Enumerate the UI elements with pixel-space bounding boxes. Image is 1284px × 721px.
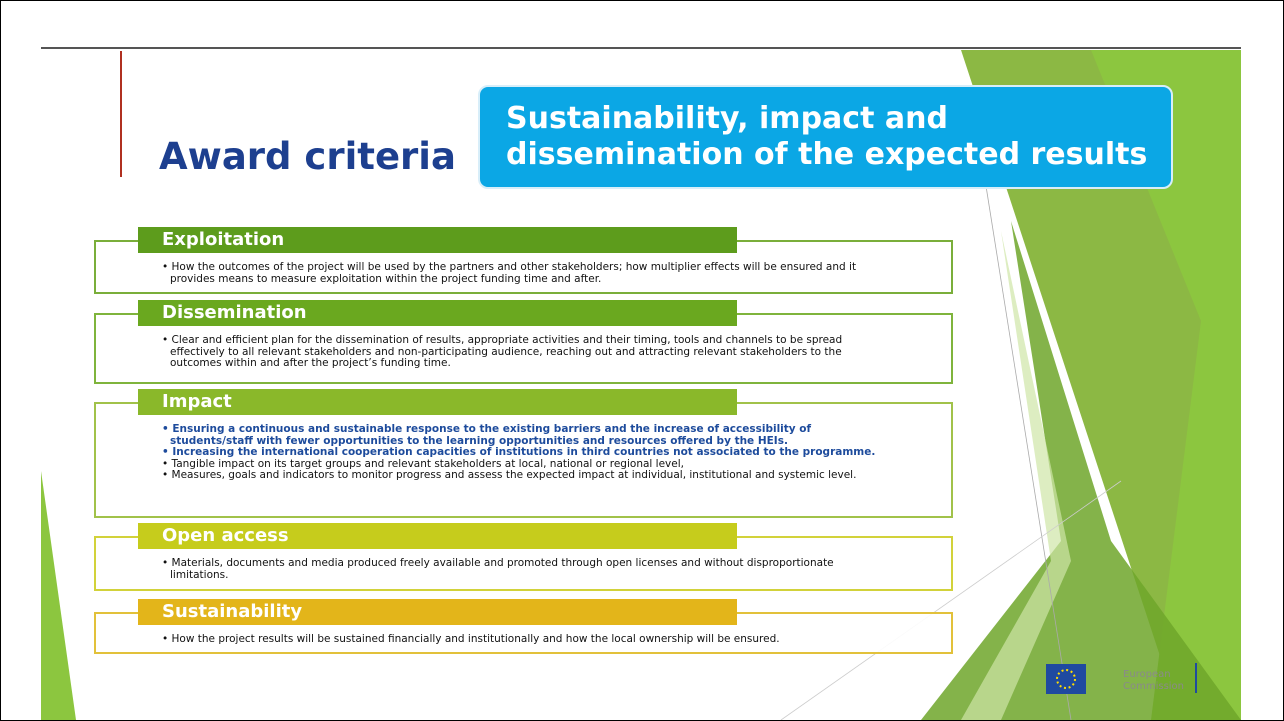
section-heading: Open access (138, 523, 737, 549)
bullet: Ensuring a continuous and sustainable re… (162, 423, 891, 447)
section-heading: Sustainability (138, 599, 737, 625)
thin-line (985, 185, 1072, 720)
logo-line: European (1123, 669, 1171, 680)
section-heading: Dissemination (138, 300, 737, 326)
bullet: Clear and efficient plan for the dissemi… (162, 334, 891, 370)
eu-stars (1056, 669, 1076, 689)
green-shape (961, 50, 1241, 720)
section-heading: Impact (138, 389, 737, 415)
bullet: How the outcomes of the project will be … (162, 261, 891, 285)
green-shape (1091, 50, 1241, 720)
thin-line (780, 480, 1122, 720)
green-shape (921, 221, 1241, 720)
logo-text: European Commission (1123, 669, 1184, 693)
title: Award criteria (159, 135, 456, 178)
bullet: Tangible impact on its target groups and… (162, 458, 891, 471)
eu-flag (1046, 664, 1086, 694)
bullet: How the project results will be sustaine… (162, 633, 891, 646)
logo-line: Commission (1123, 681, 1185, 692)
section-heading: Exploitation (138, 227, 737, 253)
section-box: Ensuring a continuous and sustainable re… (94, 402, 953, 518)
banner: Sustainability, impact and dissemination… (478, 85, 1173, 189)
bullet: Measures, goals and indicators to monito… (162, 469, 891, 482)
green-shape (41, 471, 76, 720)
bullet: Materials, documents and media produced … (162, 557, 891, 581)
green-shape (961, 231, 1071, 720)
bullet: Increasing the international cooperation… (162, 446, 891, 459)
